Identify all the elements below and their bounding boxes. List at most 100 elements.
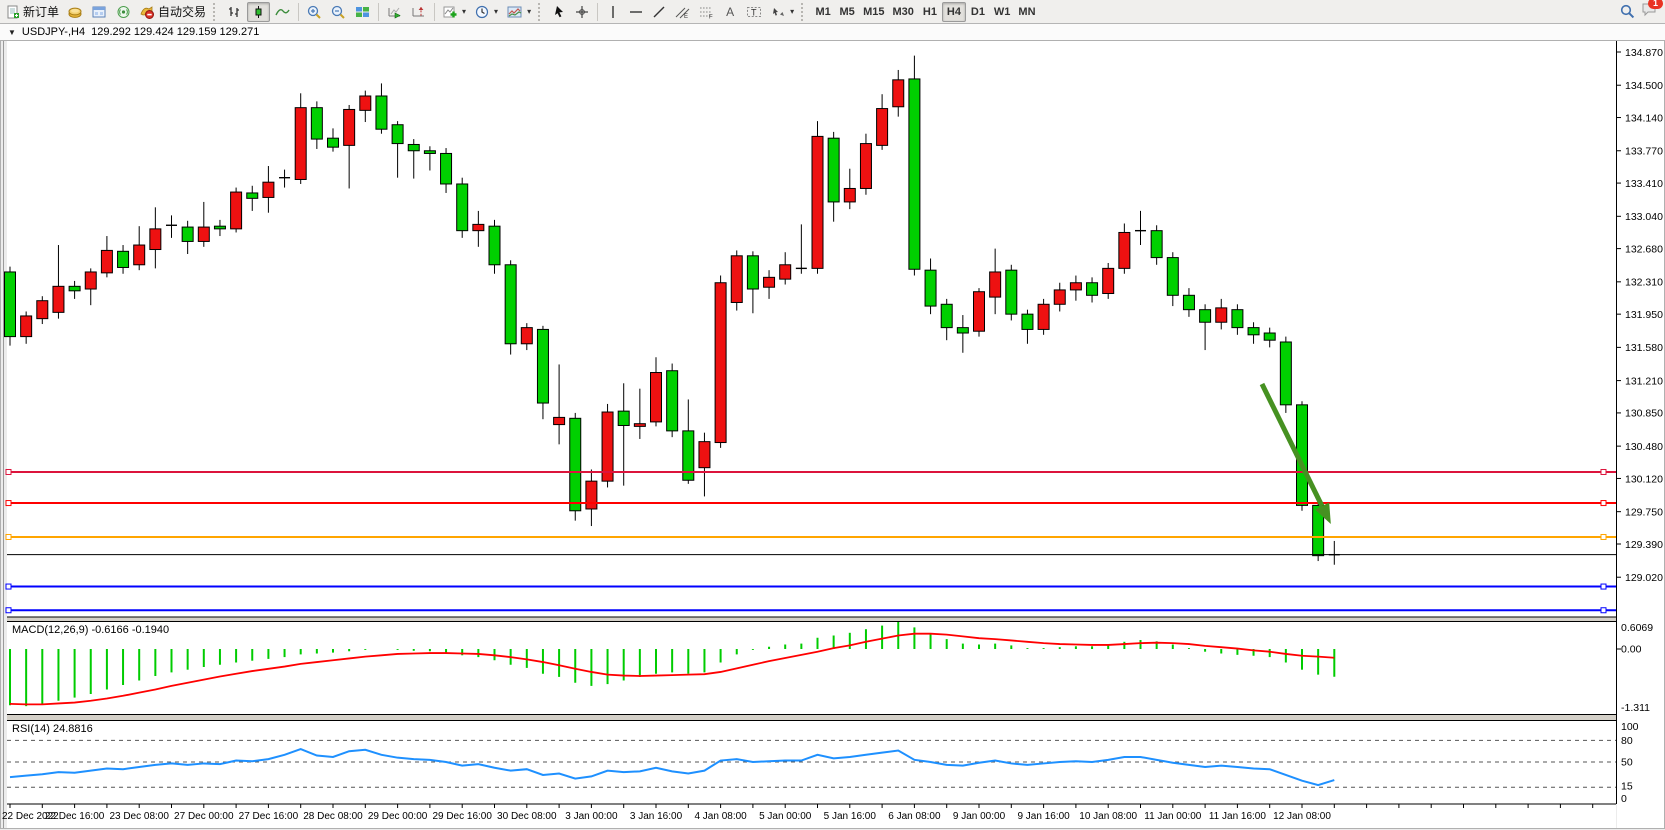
main-chart-panel[interactable] [7, 40, 1616, 617]
chart-title-bar: ▼ USDJPY-,H4 129.292 129.424 129.159 129… [0, 24, 1665, 40]
line-handle-right[interactable] [1600, 500, 1607, 507]
text-tool-button[interactable]: A [719, 2, 741, 22]
price-tick-label: 131.580 [1625, 342, 1663, 354]
signals-button[interactable] [112, 2, 135, 22]
trend-arrow-annotation[interactable] [1259, 382, 1325, 508]
price-tick-label: 133.770 [1625, 146, 1663, 158]
trendline-tool-button[interactable] [648, 2, 670, 22]
candlesticks [4, 55, 1340, 565]
price-tick-label: 132.680 [1625, 243, 1663, 255]
new-order-label: 新订单 [23, 5, 60, 19]
candlestick-chart-type-button[interactable] [247, 1, 271, 22]
candlestick-icon [255, 5, 262, 18]
timeframe-MN[interactable]: MN [1014, 2, 1039, 22]
channel-tool-button[interactable]: E [671, 2, 694, 22]
bull-candle [472, 223, 485, 232]
macd-panel[interactable] [7, 621, 1616, 715]
crosshair-tool-button[interactable] [571, 2, 593, 22]
auto-scroll-button[interactable] [383, 2, 406, 22]
horizontal-line-tool-button[interactable] [625, 2, 647, 22]
zoom-out-button[interactable] [327, 2, 350, 22]
periods-button[interactable]: ▾ [471, 2, 502, 22]
tile-windows-button[interactable] [351, 2, 374, 22]
dropdown-caret-icon: ▾ [494, 7, 499, 16]
svg-text:E: E [684, 14, 688, 19]
time-axis-label: 11 Jan 00:00 [1144, 811, 1202, 822]
chart-canvas[interactable]: 134.870 134.500 134.140 133.770 133.410 133.0… [0, 40, 1665, 830]
collapse-triangle-icon[interactable]: ▼ [8, 27, 16, 37]
fibonacci-tool-button[interactable]: F [695, 2, 718, 22]
toolbar-separator [378, 2, 380, 21]
zoom-in-button[interactable] [303, 2, 326, 22]
arrows-tool-button[interactable]: ▾ [767, 2, 798, 22]
svg-text:F: F [709, 14, 713, 19]
auto-trading-button[interactable]: 自动交易 [136, 2, 210, 22]
search-icon[interactable] [1620, 4, 1635, 19]
line-handle-left[interactable] [5, 583, 12, 590]
bull-candle [843, 187, 856, 203]
bear-candle [181, 226, 194, 242]
new-order-icon [7, 5, 19, 18]
panel-splitter[interactable] [7, 617, 1616, 621]
rsi-panel[interactable] [7, 720, 1616, 804]
price-tick-label: 131.210 [1625, 375, 1663, 387]
line-handle-right[interactable] [1600, 607, 1607, 614]
templates-button[interactable]: ▾ [503, 2, 535, 22]
time-axis-label: 9 Jan 16:00 [1017, 811, 1070, 822]
toolbar-separator [434, 2, 436, 21]
bear-candle [440, 152, 453, 185]
terminal-window-icon [92, 6, 106, 17]
bar-chart-type-button[interactable] [223, 2, 246, 22]
timeframe-D1[interactable]: D1 [966, 2, 990, 22]
trendline-icon [653, 6, 665, 17]
timeframe-M15[interactable]: M15 [859, 2, 888, 22]
timeframe-H1[interactable]: H1 [918, 2, 942, 22]
chart-shift-button[interactable] [407, 2, 430, 22]
bull-candle [973, 291, 985, 332]
bear-candle [1005, 269, 1018, 315]
line-handle-left[interactable] [5, 533, 12, 540]
line-handle-right[interactable] [1600, 468, 1607, 475]
bear-candle [569, 417, 582, 512]
toolbar-right-icons: 1 [1620, 0, 1663, 22]
time-axis-label: 30 Dec 08:00 [497, 811, 557, 822]
timeframe-W1[interactable]: W1 [990, 2, 1015, 22]
rsi-panel-label: RSI(14) 24.8816 [12, 723, 93, 735]
line-chart-type-button[interactable] [271, 2, 294, 22]
notifications-chat-icon[interactable]: 1 [1641, 0, 1663, 22]
bear-candle [1150, 230, 1163, 259]
bear-candle [1199, 309, 1212, 323]
price-tick-label: 130.480 [1625, 441, 1663, 453]
price-tick-label: 134.870 [1625, 47, 1663, 59]
line-handle-left[interactable] [5, 468, 12, 475]
line-handle-left[interactable] [5, 500, 12, 507]
terminal-window-button[interactable] [88, 2, 111, 22]
line-handle-left[interactable] [5, 607, 12, 614]
panel-splitter[interactable] [7, 715, 1616, 720]
timeframe-H4[interactable]: H4 [941, 1, 966, 22]
rsi-scale-label: 50 [1621, 757, 1633, 769]
indicators-button[interactable]: ▾ [439, 2, 470, 22]
time-axis-label: 6 Jan 08:00 [888, 811, 941, 822]
new-order-button[interactable]: 新订单 [2, 2, 63, 22]
line-handle-right[interactable] [1600, 583, 1607, 590]
text-label-tool-button[interactable]: T [742, 2, 766, 22]
time-axis-label: 28 Dec 08:00 [303, 811, 363, 822]
main-toolbar: 新订单 自动交易 ▾ ▾ ▾ E F A T ▾ [0, 0, 1665, 24]
line-handle-right[interactable] [1600, 533, 1607, 540]
equidistant-channel-icon: E [675, 7, 690, 19]
vertical-line-tool-button[interactable] [602, 2, 624, 22]
bear-candle [1279, 341, 1292, 406]
timeframe-M30[interactable]: M30 [889, 2, 918, 22]
cursor-tool-button[interactable] [548, 2, 570, 22]
dropdown-caret-icon: ▾ [790, 7, 795, 16]
timeframe-M1[interactable]: M1 [811, 2, 835, 22]
market-watch-button[interactable] [64, 2, 87, 22]
timeframe-M5[interactable]: M5 [835, 2, 859, 22]
time-axis-label: 4 Jan 08:00 [694, 811, 747, 822]
bull-candle [763, 276, 776, 288]
dropdown-caret-icon: ▾ [527, 7, 532, 16]
toolbar-grip [538, 2, 545, 21]
bull-candle [84, 271, 97, 290]
zoom-out-icon [331, 5, 345, 19]
